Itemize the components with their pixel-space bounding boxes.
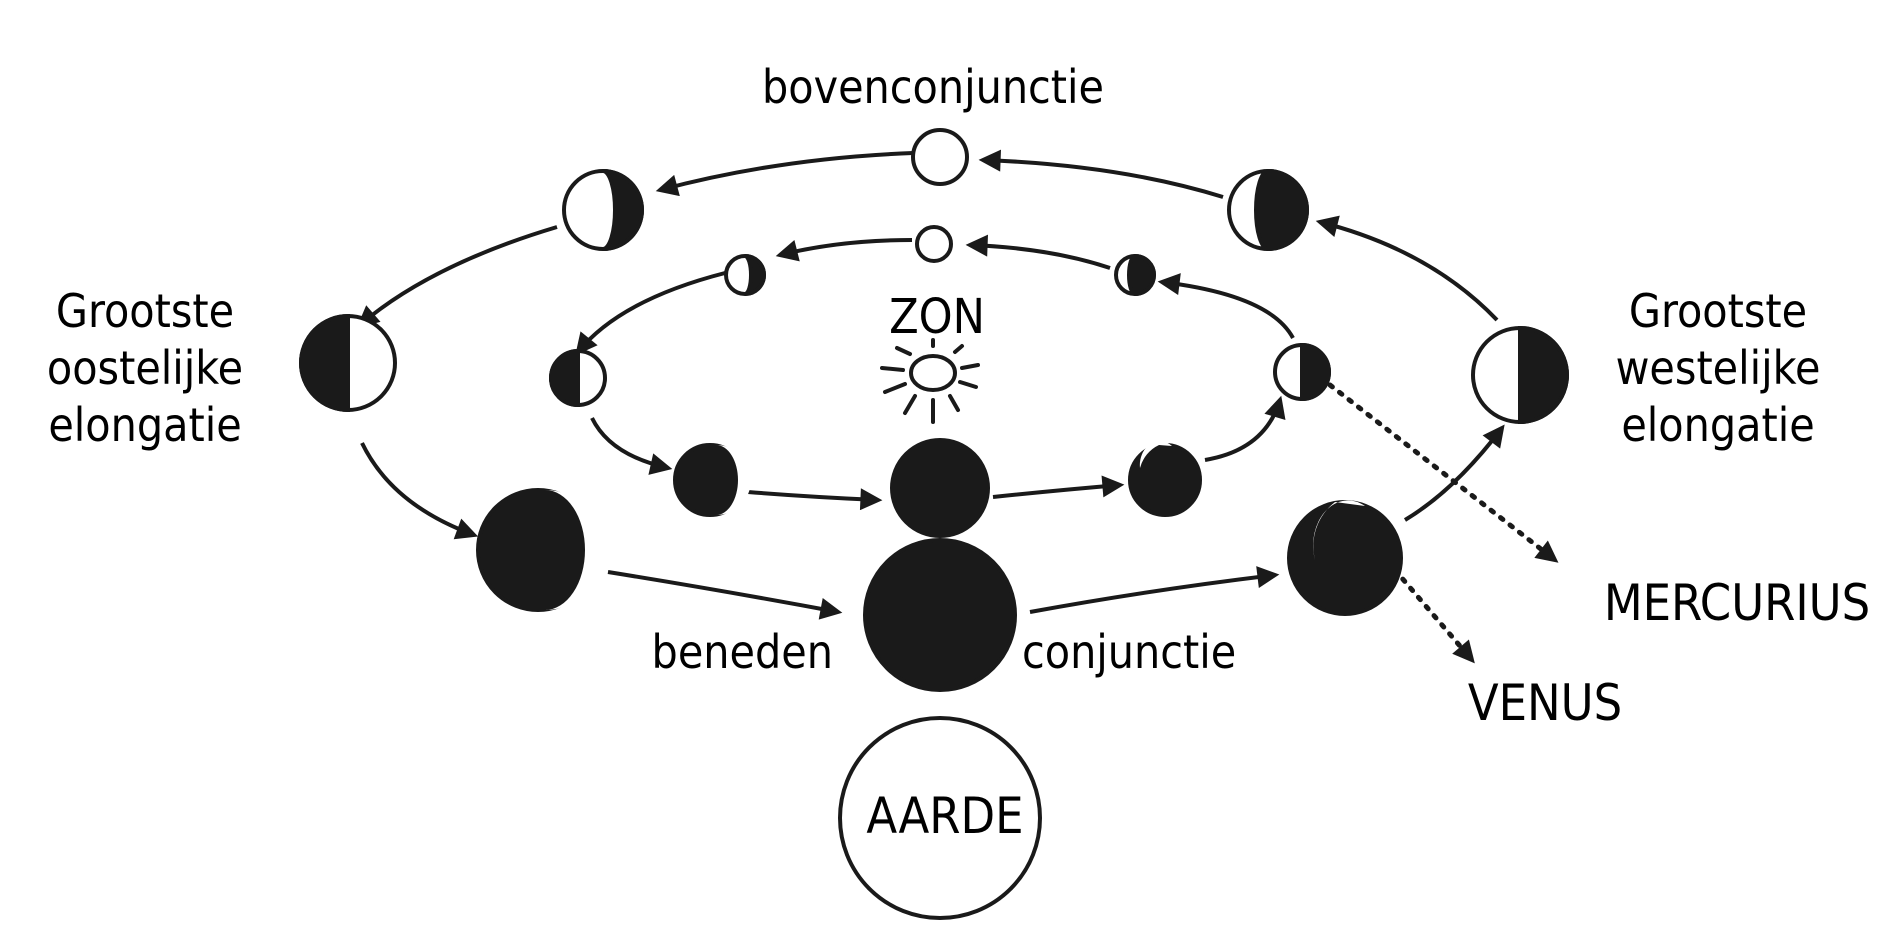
orbit-arrow <box>978 149 1224 199</box>
mercury-full <box>915 225 953 263</box>
venus-new <box>863 538 1017 692</box>
venus-crescent-west <box>1287 500 1403 616</box>
orbit-arrow <box>356 225 558 328</box>
greatest-eastern-elongation-label-1: Grootste <box>56 284 234 338</box>
orbit-arrow <box>655 151 914 197</box>
orbit-arrow <box>575 271 726 356</box>
venus-gibbous-west <box>1227 168 1309 252</box>
orbit-arrow <box>775 238 913 262</box>
orbit-arrow <box>992 475 1125 499</box>
venus-half-east <box>299 313 397 413</box>
venus-crescent-east <box>476 488 605 612</box>
venus-orbit <box>356 149 1505 620</box>
greatest-western-elongation-label-3: elongatie <box>1621 398 1814 452</box>
mercury-crescent-east <box>673 443 751 517</box>
mercury-half-east <box>549 348 607 408</box>
label-pointers <box>1327 382 1559 664</box>
earth-icon <box>838 716 1042 920</box>
venus-phases <box>299 128 1569 692</box>
mercury-orbit <box>575 234 1295 511</box>
mercury-phases <box>549 225 1331 538</box>
inferior-conjunction-label-left: beneden <box>652 625 833 679</box>
orbit-arrow <box>1029 566 1280 614</box>
orbit-arrow <box>607 570 843 620</box>
sun-icon <box>880 338 980 424</box>
mercury-label: MERCURIUS <box>1604 574 1870 632</box>
orbit-arrow <box>747 488 883 511</box>
venus-gibbous-east <box>562 169 644 251</box>
venus-label: VENUS <box>1468 674 1622 732</box>
orbit-arrow <box>1315 215 1499 322</box>
mercury-gibbous-east <box>724 254 766 296</box>
orbit-arrow <box>965 234 1111 270</box>
orbit-arrow <box>1403 424 1505 522</box>
venus-half-west <box>1471 325 1569 425</box>
superior-conjunction-label: bovenconjunctie <box>762 60 1104 114</box>
orbit-arrow <box>1157 273 1295 339</box>
inferior-conjunction-label-right: conjunctie <box>1022 625 1236 679</box>
greatest-eastern-elongation-label-2: oostelijke <box>47 341 243 395</box>
orbit-arrow <box>1204 395 1286 462</box>
mercury-pointer <box>1327 382 1559 563</box>
greatest-western-elongation-label-1: Grootste <box>1629 284 1807 338</box>
mercury-half-west <box>1273 342 1331 402</box>
orbit-arrow <box>360 442 479 540</box>
venus-pointer <box>1392 567 1475 664</box>
sun-label: ZON <box>889 289 985 345</box>
mercury-gibbous-west <box>1114 253 1156 297</box>
venus-full <box>911 128 969 186</box>
earth-label: AARDE <box>866 787 1023 845</box>
orbit-arrow <box>590 417 673 475</box>
greatest-eastern-elongation-label-3: elongatie <box>48 398 241 452</box>
greatest-western-elongation-label-2: westelijke <box>1616 341 1821 395</box>
mercury-crescent-west <box>1128 441 1202 517</box>
mercury-new <box>890 438 990 538</box>
